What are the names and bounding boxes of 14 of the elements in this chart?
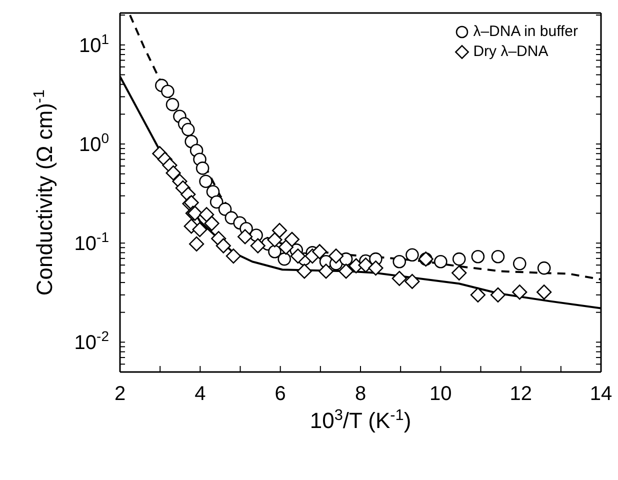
x-tick-label: 6 [274, 383, 286, 405]
legend-label: Dry λ–DNA [473, 42, 548, 62]
x-tick-label: 4 [194, 383, 206, 405]
x-axis-title: 10$^{3}$/T (K$^{-1}$) [310, 406, 412, 433]
y-tick-label: 10$^{0}$ [78, 130, 110, 156]
y-tick-label: 10$^{1}$ [78, 30, 110, 57]
y-tick-label: 10$^{-1}$ [74, 229, 110, 256]
y-tick-label: 10$^{-2}$ [74, 328, 110, 354]
x-tick-label: 10 [430, 383, 452, 405]
x-tick-label: 12 [510, 383, 532, 405]
legend-label: λ–DNA in buffer [473, 22, 578, 42]
x-tick-label: 8 [354, 383, 366, 405]
x-tick-label: 14 [590, 383, 612, 405]
x-tick-label: 2 [114, 383, 126, 405]
